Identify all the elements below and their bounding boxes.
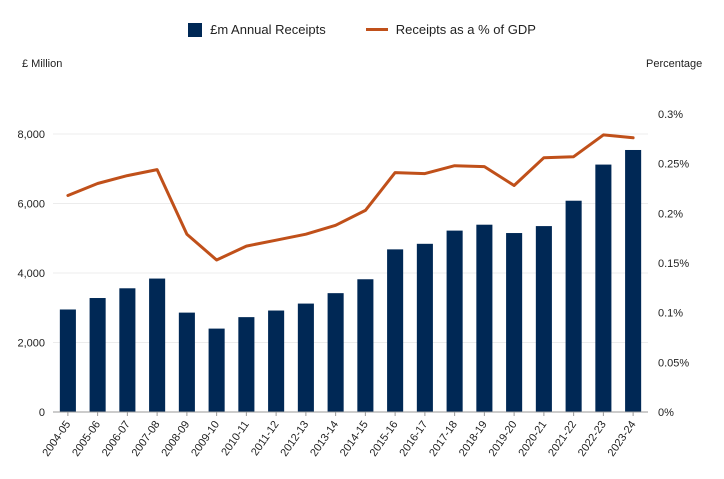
left-tick-label: 0 <box>39 407 45 419</box>
left-tick-label: 2,000 <box>17 338 45 350</box>
bar <box>357 279 374 412</box>
bar <box>565 200 582 412</box>
bar <box>238 317 255 412</box>
right-tick-label: 0.25% <box>658 159 689 171</box>
x-tick-label: 2007-08 <box>130 419 163 459</box>
x-tick-label: 2005-06 <box>70 419 103 459</box>
legend-swatch-receipts <box>188 22 203 37</box>
x-tick-label: 2017-18 <box>427 419 460 459</box>
bar <box>595 164 612 412</box>
left-axis-title: £ Million <box>22 58 63 70</box>
x-tick-label: 2010-11 <box>219 419 252 458</box>
x-tick-label: 2021-22 <box>546 419 579 459</box>
x-tick-label: 2015-16 <box>368 419 401 459</box>
right-tick-label: 0.15% <box>658 258 689 270</box>
bar <box>416 243 433 412</box>
gdp-percentage-line <box>66 133 635 262</box>
right-tick-label: 0.1% <box>658 308 683 320</box>
x-tick-label: 2020-21 <box>516 419 549 459</box>
right-tick-label: 0.05% <box>658 357 689 369</box>
x-tick-label: 2019-20 <box>487 419 520 459</box>
bar <box>506 233 523 412</box>
right-tick-label: 0.3% <box>658 109 683 121</box>
right-tick-label: 0.2% <box>658 208 683 220</box>
bar <box>268 310 285 412</box>
x-tick-label: 2016-17 <box>397 419 430 459</box>
right-tick-label: 0% <box>658 407 674 419</box>
x-tick-label: 2006-07 <box>100 419 133 459</box>
right-axis-title: Percentage <box>646 58 703 70</box>
bar <box>178 312 195 412</box>
bar <box>208 328 225 412</box>
legend-item-receipts: £m Annual Receipts <box>188 22 326 37</box>
x-tick-label: 2004-05 <box>40 419 73 459</box>
bar <box>387 249 404 412</box>
bar <box>476 224 493 412</box>
x-tick-label: 2018-19 <box>457 419 490 459</box>
x-tick-label: 2012-13 <box>278 419 311 459</box>
x-tick-label: 2022-23 <box>576 419 609 459</box>
bar <box>625 149 642 413</box>
legend-swatch-gdp <box>365 28 388 31</box>
bar <box>327 293 344 412</box>
bar <box>297 303 314 412</box>
bar <box>89 298 106 412</box>
x-tick-label: 2008-09 <box>159 419 192 459</box>
x-tick-label: 2011-12 <box>249 419 282 458</box>
bar <box>149 278 166 412</box>
left-tick-label: 8,000 <box>17 129 45 141</box>
bar <box>535 226 552 412</box>
legend-item-gdp: Receipts as a % of GDP <box>365 22 536 37</box>
legend: £m Annual Receipts Receipts as a % of GD… <box>0 22 724 37</box>
x-tick-label: 2014-15 <box>338 419 371 459</box>
bar <box>59 309 76 412</box>
legend-label-receipts: £m Annual Receipts <box>210 22 326 37</box>
x-tick-label: 2013-14 <box>308 419 341 459</box>
left-tick-label: 4,000 <box>17 268 45 280</box>
legend-label-gdp: Receipts as a % of GDP <box>395 22 536 37</box>
bar <box>446 230 463 412</box>
x-tick-label: 2023-24 <box>606 419 639 459</box>
left-tick-label: 6,000 <box>17 199 45 211</box>
bar <box>119 288 136 412</box>
x-tick-label: 2009-10 <box>189 419 222 459</box>
